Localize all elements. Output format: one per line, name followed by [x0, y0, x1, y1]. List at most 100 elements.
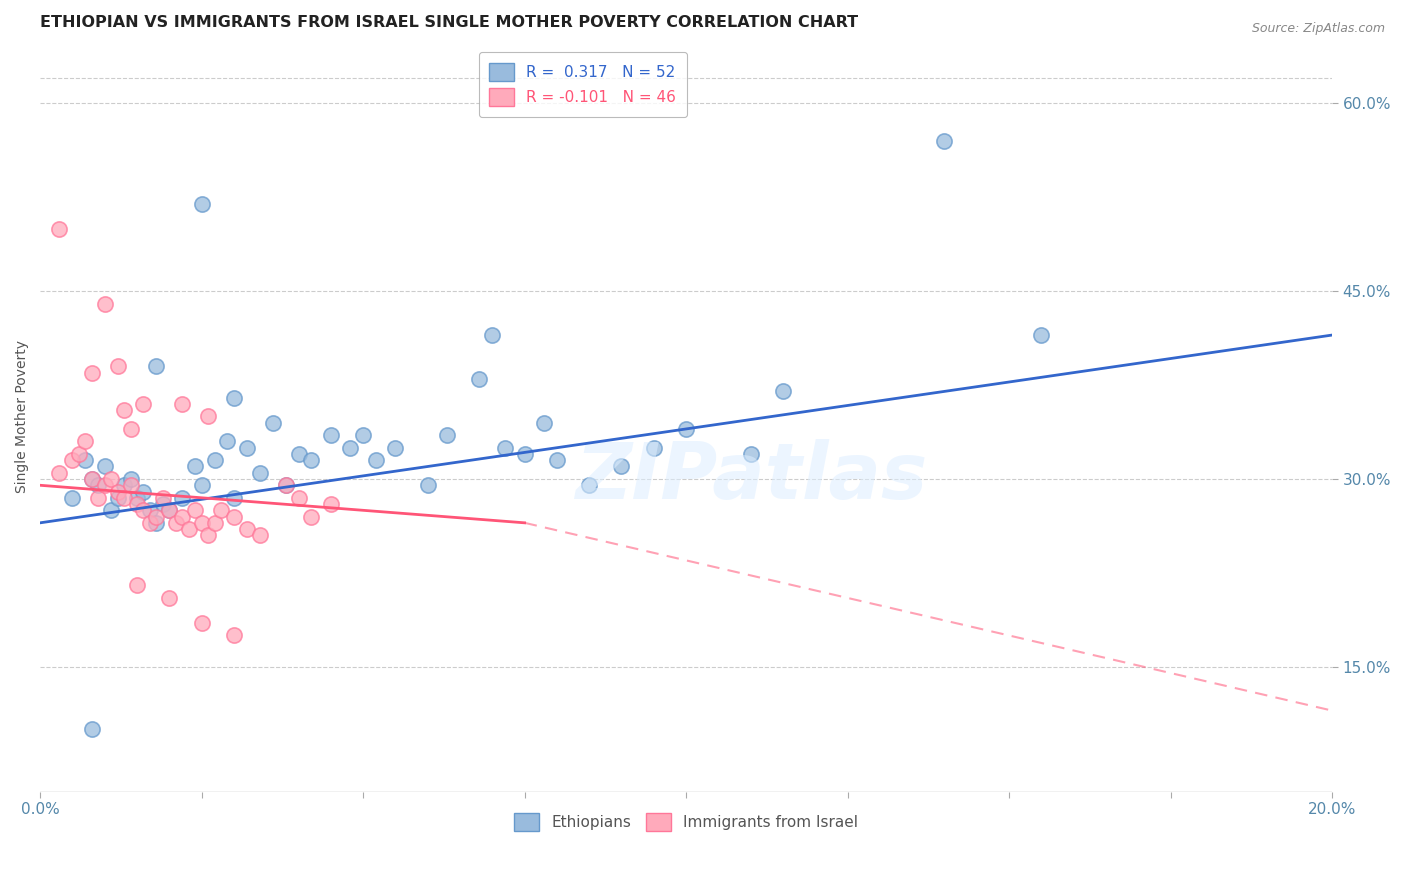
Point [157, 503, 180, 517]
Point [643, 441, 665, 455]
Point [177, 522, 200, 536]
Point [80, 723, 103, 737]
Point [172, 491, 194, 505]
Point [319, 497, 342, 511]
Point [222, 391, 245, 405]
Point [62, 491, 84, 505]
Point [1031, 328, 1053, 343]
Point [416, 478, 439, 492]
Point [610, 459, 633, 474]
Point [319, 428, 342, 442]
Point [287, 491, 309, 505]
Point [217, 434, 239, 449]
Point [120, 422, 142, 436]
Legend: Ethiopians, Immigrants from Israel: Ethiopians, Immigrants from Israel [508, 807, 863, 837]
Point [197, 528, 219, 542]
Point [546, 453, 568, 467]
Point [152, 497, 174, 511]
Point [533, 416, 555, 430]
Point [93, 478, 115, 492]
Point [107, 359, 129, 374]
Point [436, 428, 458, 442]
Point [157, 503, 180, 517]
Point [93, 459, 115, 474]
Point [184, 503, 207, 517]
Point [107, 484, 129, 499]
Point [132, 484, 155, 499]
Point [48, 466, 70, 480]
Point [80, 366, 103, 380]
Point [190, 196, 212, 211]
Point [513, 447, 536, 461]
Text: ETHIOPIAN VS IMMIGRANTS FROM ISRAEL SINGLE MOTHER POVERTY CORRELATION CHART: ETHIOPIAN VS IMMIGRANTS FROM ISRAEL SING… [41, 15, 858, 30]
Point [481, 328, 503, 343]
Point [132, 397, 155, 411]
Point [100, 472, 122, 486]
Point [93, 297, 115, 311]
Point [190, 516, 212, 530]
Point [740, 447, 762, 461]
Point [145, 359, 167, 374]
Point [107, 491, 129, 505]
Point [468, 372, 491, 386]
Point [67, 447, 90, 461]
Point [152, 491, 174, 505]
Point [125, 491, 148, 505]
Point [139, 503, 162, 517]
Point [112, 491, 135, 505]
Point [112, 478, 135, 492]
Point [145, 516, 167, 530]
Point [222, 509, 245, 524]
Point [249, 466, 271, 480]
Point [222, 628, 245, 642]
Point [190, 615, 212, 630]
Point [249, 528, 271, 542]
Point [48, 221, 70, 235]
Point [132, 503, 155, 517]
Point [384, 441, 406, 455]
Point [236, 441, 259, 455]
Point [120, 472, 142, 486]
Point [197, 409, 219, 424]
Point [287, 447, 309, 461]
Point [274, 478, 297, 492]
Point [190, 478, 212, 492]
Point [145, 509, 167, 524]
Point [87, 491, 110, 505]
Point [184, 459, 207, 474]
Point [222, 491, 245, 505]
Point [172, 509, 194, 524]
Point [299, 509, 322, 524]
Point [87, 478, 110, 492]
Point [125, 497, 148, 511]
Point [100, 503, 122, 517]
Point [209, 503, 232, 517]
Point [934, 134, 956, 148]
Point [80, 472, 103, 486]
Point [352, 428, 374, 442]
Point [62, 453, 84, 467]
Point [364, 453, 387, 467]
Point [75, 453, 97, 467]
Point [204, 453, 226, 467]
Text: Source: ZipAtlas.com: Source: ZipAtlas.com [1251, 22, 1385, 36]
Point [274, 478, 297, 492]
Point [578, 478, 600, 492]
Point [262, 416, 284, 430]
Point [120, 478, 142, 492]
Point [772, 384, 794, 399]
Point [139, 516, 162, 530]
Text: ZIPatlas: ZIPatlas [575, 439, 927, 515]
Point [339, 441, 361, 455]
Point [157, 591, 180, 605]
Point [675, 422, 697, 436]
Point [299, 453, 322, 467]
Point [80, 472, 103, 486]
Point [494, 441, 516, 455]
Point [112, 403, 135, 417]
Point [165, 516, 187, 530]
Point [75, 434, 97, 449]
Point [172, 397, 194, 411]
Point [236, 522, 259, 536]
Point [204, 516, 226, 530]
